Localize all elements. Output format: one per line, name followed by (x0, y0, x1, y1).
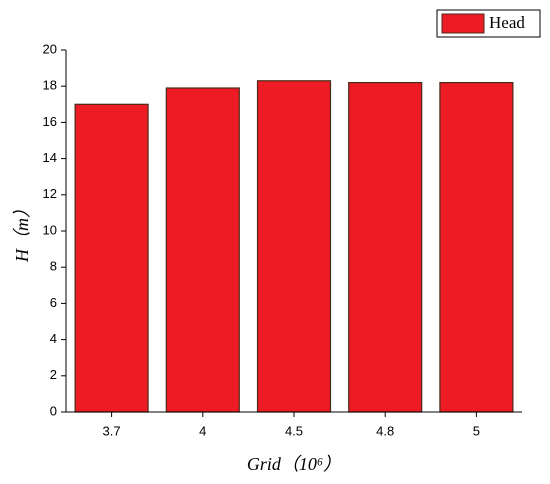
y-tick-label: 0 (50, 403, 57, 418)
bar (348, 81, 423, 413)
y-tick-label: 16 (43, 114, 57, 129)
bar (165, 87, 240, 413)
y-tick-label: 18 (43, 78, 57, 93)
y-tick-label: 2 (50, 367, 57, 382)
bar (74, 103, 149, 413)
x-tick-label: 4 (199, 423, 206, 438)
x-axis-label: Grid（10⁶） (247, 454, 341, 474)
y-axis-label: H（m） (12, 200, 32, 263)
bar (439, 81, 514, 413)
x-tick-label: 5 (473, 423, 480, 438)
legend-label: Head (489, 13, 525, 32)
bar (256, 80, 332, 413)
x-tick-label: 4.5 (285, 423, 303, 438)
y-tick-label: 10 (43, 222, 57, 237)
y-tick-label: 14 (43, 150, 57, 165)
x-tick-label: 3.7 (103, 423, 121, 438)
legend-swatch (441, 13, 485, 34)
x-tick-label: 4.8 (376, 423, 394, 438)
y-tick-label: 4 (50, 331, 57, 346)
y-tick-label: 8 (50, 259, 57, 274)
y-tick-label: 12 (43, 186, 57, 201)
y-tick-label: 6 (50, 295, 57, 310)
y-tick-label: 20 (43, 41, 57, 56)
